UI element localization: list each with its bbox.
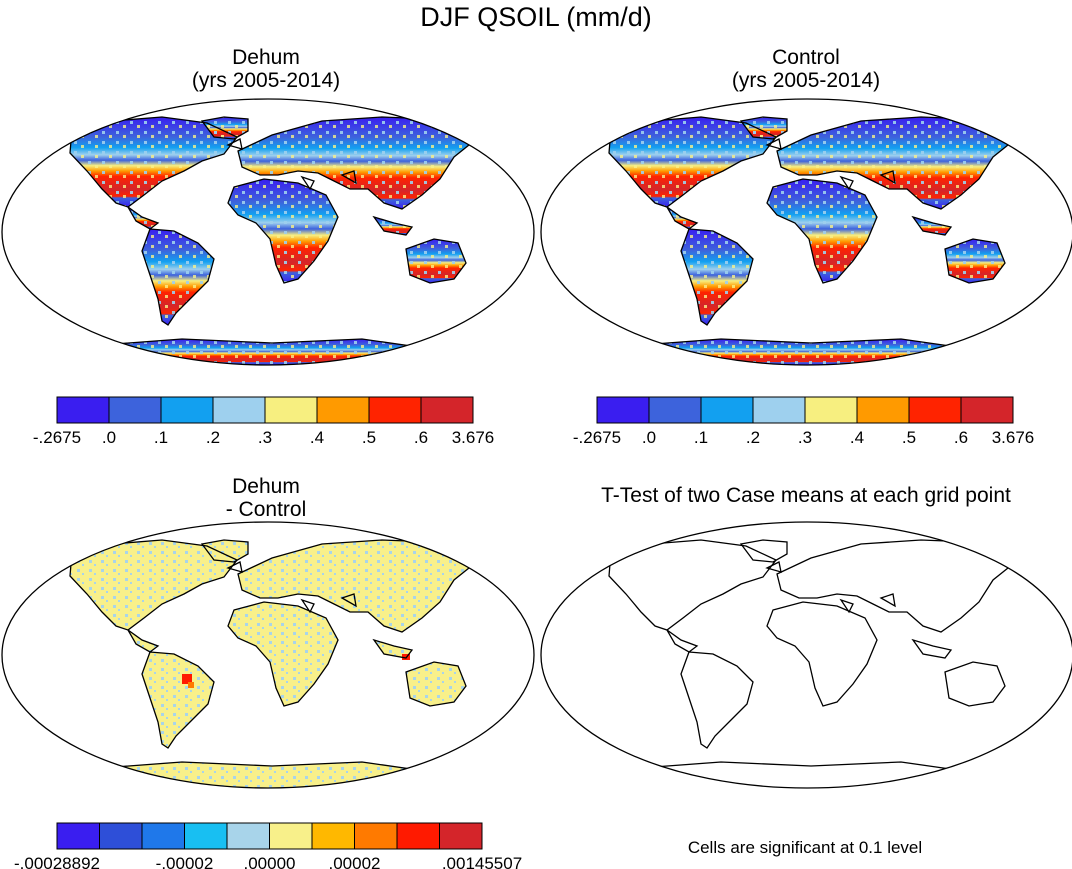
colorbar-dehum-tick-label: 3.676: [452, 428, 495, 447]
colorbar-dehum-swatch-5: [316, 396, 370, 424]
panel-control-period: (yrs 2005-2014): [731, 69, 881, 92]
colorbar-difference-tick-label: -.00002: [156, 854, 214, 869]
colorbar-difference-swatch-6: [311, 822, 355, 850]
colorbar-control-tick-label: .1: [694, 428, 708, 447]
colorbar-control-swatch-7: [960, 396, 1014, 424]
colorbar-difference-swatch-8: [396, 822, 440, 850]
colorbar-difference-swatch-3: [184, 822, 228, 850]
panel-ttest-title: T-Test of two Case means at each grid po…: [601, 484, 1011, 507]
colorbar-dehum: -.2675 .0 .1 .2 .3 .4 .5 .6 3.676: [33, 396, 495, 447]
colorbar-difference-swatch-9: [439, 822, 483, 850]
colorbar-dehum-tick-label: .5: [362, 428, 376, 447]
colorbar-dehum-swatch-4: [264, 396, 318, 424]
colorbar-control-tick-label: 3.676: [992, 428, 1035, 447]
colorbar-control-swatch-4: [804, 396, 858, 424]
panel-difference-period: - Control: [225, 498, 307, 521]
colorbar-dehum-swatch-0: [56, 396, 110, 424]
colorbar-difference-tick-label: .00002: [329, 854, 381, 869]
panel-difference-name: Dehum: [232, 475, 300, 498]
colorbar-control-swatch-2: [700, 396, 754, 424]
colorbar-control-tick-label: .6: [954, 428, 968, 447]
colorbar-difference-swatch-1: [99, 822, 143, 850]
colorbar-difference-swatch-4: [226, 822, 270, 850]
colorbar-dehum-tick-label: .0: [102, 428, 116, 447]
map-difference: [1, 521, 535, 789]
colorbar-control-swatch-1: [648, 396, 702, 424]
colorbar-control-tick-label: .4: [850, 428, 864, 447]
map-ttest: [540, 521, 1072, 789]
colorbar-dehum-tick-label: .1: [154, 428, 168, 447]
colorbar-dehum-tick-label: .2: [206, 428, 220, 447]
significance-note: Cells are significant at 0.1 level: [687, 838, 923, 857]
panel-control-title: Control (yrs 2005-2014): [676, 46, 936, 92]
panel-dehum-period: (yrs 2005-2014): [191, 69, 341, 92]
colorbar-control-tick-label: .3: [798, 428, 812, 447]
panel-difference-title: Dehum - Control: [136, 475, 396, 521]
colorbar-dehum-swatch-3: [212, 396, 266, 424]
colorbar-dehum-tick-label: .6: [414, 428, 428, 447]
main-title: DJF QSOIL (mm/d): [420, 2, 652, 32]
colorbar-control-tick-label: .5: [902, 428, 916, 447]
colorbar-control: -.2675 .0 .1 .2 .3 .4 .5 .6 3.676: [573, 396, 1035, 447]
colorbar-dehum-swatch-7: [420, 396, 474, 424]
colorbar-difference-swatch-2: [141, 822, 185, 850]
colorbar-difference-swatch-7: [354, 822, 398, 850]
colorbar-dehum-tick-label: .3: [258, 428, 272, 447]
colorbar-dehum-swatch-2: [160, 396, 214, 424]
colorbar-dehum-tick-label: .4: [310, 428, 324, 447]
colorbar-difference: -.00028892 -.00002 .00000 .00002 .00145507: [14, 822, 522, 869]
colorbar-dehum-tick-label: -.2675: [33, 428, 81, 447]
colorbar-control-swatch-0: [596, 396, 650, 424]
colorbar-control-tick-label: .2: [746, 428, 760, 447]
colorbar-control-tick-label: .0: [642, 428, 656, 447]
colorbar-dehum-swatch-1: [108, 396, 162, 424]
colorbar-control-swatch-6: [908, 396, 962, 424]
colorbar-difference-swatch-0: [56, 822, 100, 850]
colorbar-control-tick-label: -.2675: [573, 428, 621, 447]
panel-dehum-name: Dehum: [232, 46, 300, 69]
colorbar-control-swatch-5: [856, 396, 910, 424]
panel-control-name: Control: [772, 46, 840, 69]
panel-dehum-title: Dehum (yrs 2005-2014): [136, 46, 396, 92]
colorbar-difference-tick-label: -.00028892: [14, 854, 100, 869]
colorbar-dehum-swatch-6: [368, 396, 422, 424]
map-dehum: [1, 98, 535, 366]
colorbar-control-swatch-3: [752, 396, 806, 424]
map-control: [540, 98, 1072, 366]
colorbar-difference-tick-label: .00000: [244, 854, 296, 869]
colorbar-difference-tick-label: .00145507: [442, 854, 522, 869]
colorbar-difference-swatch-5: [269, 822, 313, 850]
